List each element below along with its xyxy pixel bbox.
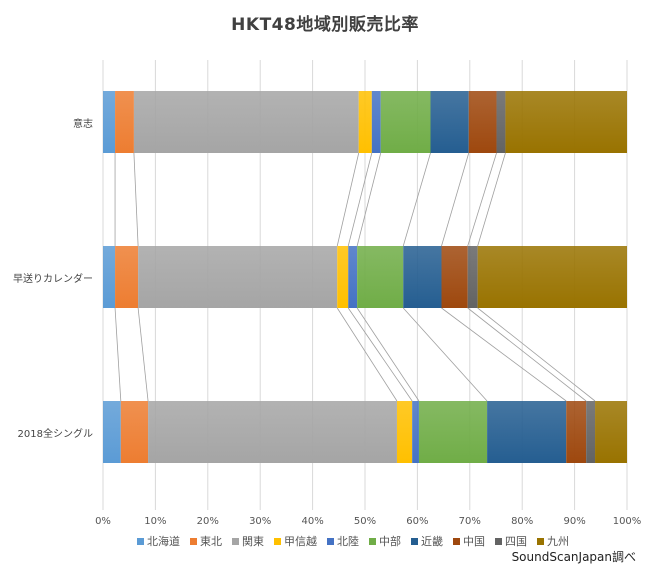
legend-item[interactable]: 関東 (232, 533, 264, 549)
series-connector-line (356, 307, 420, 402)
legend-swatch-icon (453, 537, 460, 545)
bar-segment[interactable] (595, 401, 627, 463)
bar-segment[interactable] (441, 246, 468, 308)
legend-label: 関東 (242, 535, 264, 548)
series-connector-line (477, 152, 506, 247)
bar-segment[interactable] (103, 246, 116, 308)
bar-segment[interactable] (468, 91, 497, 153)
series-connector-line (347, 152, 373, 247)
legend-label: 近畿 (421, 535, 443, 548)
bar-segment[interactable] (133, 91, 359, 153)
bar-segment[interactable] (337, 246, 349, 308)
legend-item[interactable]: 北陸 (327, 533, 359, 549)
x-tick-label: 30% (249, 516, 272, 527)
bar-segment[interactable] (467, 246, 478, 308)
legend-swatch-icon (327, 537, 334, 545)
legend-label: 甲信越 (284, 535, 317, 548)
source-note: SoundScanJapan調べ (511, 550, 636, 564)
category-label: 2018全シングル (17, 429, 93, 440)
x-tick-label: 70% (458, 516, 481, 527)
bar-segment[interactable] (586, 401, 596, 463)
legend-label: 中国 (463, 535, 485, 548)
series-connector-line (114, 307, 122, 402)
series-connector-line (336, 307, 398, 402)
legend-item[interactable]: 中部 (369, 533, 401, 549)
bar-segment[interactable] (477, 246, 627, 308)
x-tick-label: 0% (95, 516, 111, 527)
bar-segment[interactable] (115, 91, 134, 153)
bar-segment[interactable] (357, 246, 404, 308)
legend: 北海道 東北 関東 甲信越 北陸 中部 近畿 中国 四国 九州 (137, 533, 569, 549)
series-connector-line (336, 152, 360, 247)
legend-label: 北海道 (147, 535, 180, 548)
bar-segment[interactable] (403, 246, 442, 308)
series-connector-line (441, 152, 470, 247)
x-tick-label: 50% (353, 516, 377, 527)
legend-item[interactable]: 東北 (190, 533, 222, 549)
legend-label: 北陸 (337, 535, 359, 548)
x-tick-label: 20% (196, 516, 219, 527)
bar-segment[interactable] (115, 246, 139, 308)
legend-item[interactable]: 甲信越 (274, 533, 317, 549)
legend-swatch-icon (495, 537, 502, 545)
bar-segment[interactable] (380, 91, 431, 153)
bar-segment[interactable] (505, 91, 627, 153)
bar-segment[interactable] (487, 401, 567, 463)
legend-label: 九州 (547, 535, 569, 548)
bar-segment[interactable] (496, 91, 506, 153)
bar-segment[interactable] (412, 401, 419, 463)
bar-segment[interactable] (103, 401, 121, 463)
bar-segment[interactable] (358, 91, 372, 153)
series-connector-line (402, 307, 488, 402)
x-tick-label: 10% (144, 516, 167, 527)
series-connector-line (477, 307, 596, 402)
bar-segment[interactable] (430, 91, 469, 153)
series-connector-line (441, 307, 567, 402)
legend-swatch-icon (274, 537, 281, 545)
series-connector-line (356, 152, 382, 247)
legend-label: 東北 (200, 535, 222, 548)
bar-segment[interactable] (103, 91, 116, 153)
x-tick-label: 80% (511, 516, 534, 527)
x-tick-label: 60% (406, 516, 429, 527)
series-connector-line (133, 152, 139, 247)
legend-item[interactable]: 北海道 (137, 533, 180, 549)
legend-swatch-icon (190, 537, 197, 545)
x-tick-label: 90% (563, 516, 586, 527)
series-connector-line (347, 307, 413, 402)
bar-segment[interactable] (371, 91, 381, 153)
legend-swatch-icon (137, 537, 144, 545)
series-connector-line (467, 307, 587, 402)
legend-swatch-icon (537, 537, 544, 545)
bar-segment[interactable] (566, 401, 587, 463)
legend-label: 中部 (379, 535, 401, 548)
bar-segment[interactable] (120, 401, 149, 463)
series-connector-line (137, 307, 149, 402)
legend-item[interactable]: 四国 (495, 533, 527, 549)
legend-item[interactable]: 中国 (453, 533, 485, 549)
series-connector-line (402, 152, 431, 247)
chart-title: HKT48地域別販売比率 (231, 15, 419, 35)
category-label: 早送りカレンダー (13, 274, 93, 285)
x-tick-label: 100% (612, 516, 642, 527)
legend-swatch-icon (411, 537, 418, 545)
bar-segment[interactable] (148, 401, 397, 463)
category-label: 意志 (73, 119, 93, 130)
series-connector-line (467, 152, 497, 247)
bar-segment[interactable] (418, 401, 488, 463)
bar-segment[interactable] (138, 246, 338, 308)
legend-label: 四国 (505, 535, 527, 548)
legend-item[interactable]: 近畿 (411, 533, 443, 549)
x-tick-label: 40% (301, 516, 324, 527)
legend-item[interactable]: 九州 (537, 533, 569, 549)
bar-segment[interactable] (396, 401, 413, 463)
bar-segment[interactable] (348, 246, 358, 308)
legend-swatch-icon (232, 537, 239, 545)
legend-swatch-icon (369, 537, 376, 545)
